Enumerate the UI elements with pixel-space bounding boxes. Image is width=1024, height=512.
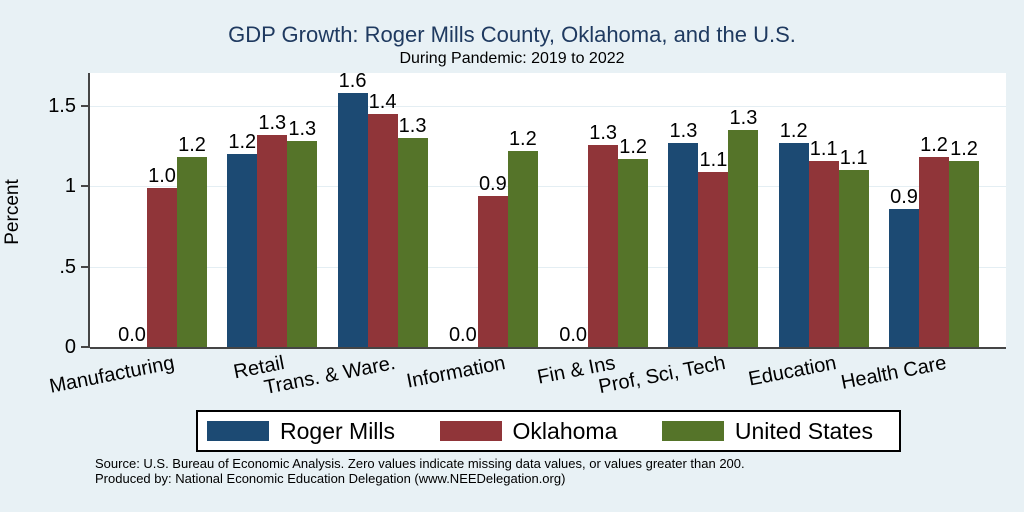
legend-swatch (439, 421, 502, 441)
bar-value-label: 1.2 (619, 135, 648, 158)
bar-value-label: 0.0 (118, 324, 146, 346)
bar-united-states (287, 141, 318, 347)
bar-oklahoma (477, 195, 508, 347)
bar-value-label: 0.9 (478, 172, 507, 195)
legend-label: Oklahoma (512, 417, 618, 444)
legend-entry: Oklahoma (439, 417, 618, 444)
bar-united-states (177, 157, 207, 347)
bar-value-label: 0.9 (890, 185, 918, 208)
gridline (90, 105, 1006, 107)
y-tick-mark (81, 265, 89, 268)
bar-value-label: 1.3 (669, 119, 698, 142)
bar-oklahoma (367, 113, 398, 347)
legend-swatch (661, 421, 724, 441)
bar-value-label: 1.3 (398, 115, 427, 138)
bar-roger-mills (337, 93, 368, 347)
bar-value-label: 1.1 (839, 147, 868, 170)
bar-value-label: 1.3 (729, 107, 758, 130)
legend-label: United States (734, 417, 873, 444)
legend-entry: Roger Mills (207, 417, 396, 444)
bar-united-states (949, 160, 979, 347)
bar-value-label: 1.3 (258, 111, 287, 134)
bar-value-label: 1.6 (338, 70, 367, 93)
bar-united-states (838, 170, 869, 347)
source-line-1: Source: U.S. Bureau of Economic Analysis… (95, 456, 745, 471)
y-axis-line (88, 73, 90, 348)
y-tick-label: 0 (64, 336, 76, 358)
bar-value-label: 1.2 (779, 119, 808, 142)
legend-label: Roger Mills (280, 417, 396, 444)
bar-united-states (728, 130, 759, 347)
y-tick-label: .5 (59, 255, 76, 278)
bar-oklahoma (698, 171, 729, 347)
bar-value-label: 1.2 (920, 134, 948, 157)
chart-title: GDP Growth: Roger Mills County, Oklahoma… (228, 22, 796, 47)
bar-value-label: 1.2 (228, 131, 257, 154)
legend-entry: United States (661, 417, 873, 444)
chart-subtitle: During Pandemic: 2019 to 2022 (399, 50, 625, 67)
bar-roger-mills (778, 142, 809, 347)
x-axis-line (90, 347, 1006, 349)
bar-oklahoma (588, 144, 619, 347)
bar-value-label: 1.3 (288, 118, 317, 141)
bar-value-label: 1.2 (178, 134, 206, 157)
bar-value-label: 1.1 (699, 148, 728, 171)
bar-united-states (397, 138, 428, 347)
source-line-2: Produced by: National Economic Education… (95, 471, 566, 486)
bar-value-label: 1.2 (950, 137, 978, 160)
legend: Roger Mills Oklahoma United States (196, 410, 901, 452)
y-tick-label: 1.5 (48, 94, 76, 117)
bar-united-states (618, 158, 649, 347)
bar-value-label: 1.4 (368, 90, 397, 113)
bar-roger-mills (668, 142, 699, 347)
y-tick-mark (81, 185, 89, 188)
bar-united-states (507, 150, 538, 347)
bar-oklahoma (808, 160, 839, 347)
bar-roger-mills (227, 154, 258, 347)
bar-value-label: 0.0 (559, 324, 588, 346)
legend-swatch (207, 421, 269, 441)
plot-area (90, 73, 1006, 347)
bar-oklahoma (257, 134, 288, 347)
bar-oklahoma (147, 187, 177, 347)
y-tick-mark (81, 346, 89, 348)
gridline (90, 186, 1006, 188)
source-notes: Source: U.S. Bureau of Economic Analysis… (95, 456, 995, 486)
bar-value-label: 1.0 (148, 164, 176, 187)
y-tick-label: 1 (64, 175, 76, 198)
gridline (90, 266, 1006, 268)
bar-roger-mills (889, 208, 919, 347)
bar-value-label: 1.1 (809, 137, 838, 160)
bar-oklahoma (919, 157, 949, 347)
bar-value-label: 0.0 (448, 324, 477, 346)
y-tick-mark (81, 104, 89, 107)
bar-value-label: 1.3 (589, 121, 618, 144)
bar-value-label: 1.2 (508, 127, 537, 150)
